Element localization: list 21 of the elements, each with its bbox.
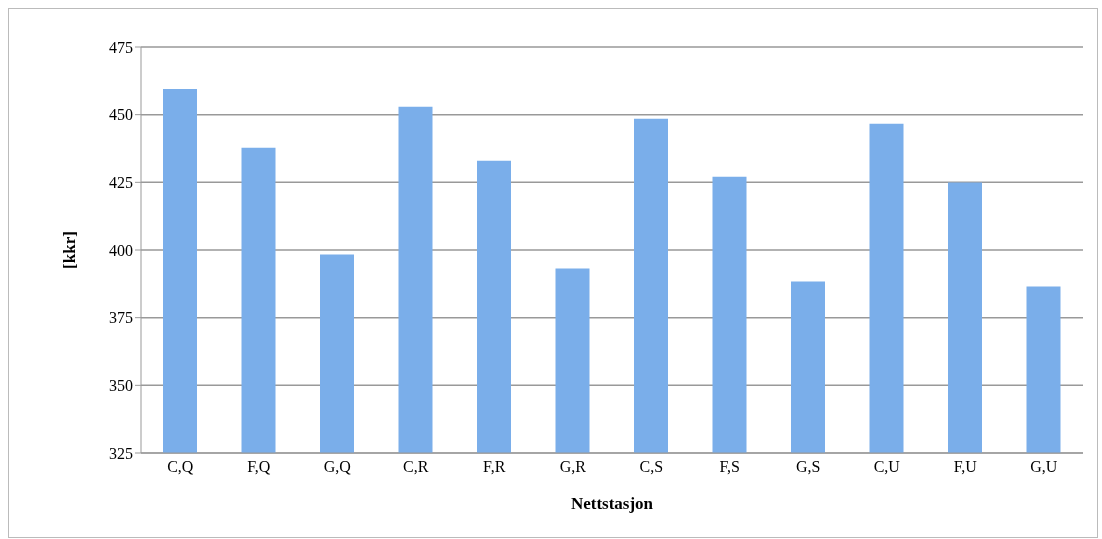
- x-tick-label: C,U: [873, 458, 901, 476]
- x-tick-label: C,S: [639, 458, 664, 476]
- y-tick-label: 375: [109, 309, 133, 327]
- x-tick-label: G,Q: [323, 458, 352, 476]
- x-tick-label: G,R: [559, 458, 587, 476]
- x-tick-label: C,R: [403, 458, 429, 476]
- x-tick-label: F,Q: [247, 458, 271, 476]
- y-tick-label: 400: [109, 241, 133, 259]
- y-tick-label: 350: [109, 377, 133, 395]
- y-tick-label: 475: [109, 38, 133, 56]
- x-tick-label: F,S: [719, 458, 741, 476]
- y-axis-title: [kkr]: [60, 231, 80, 269]
- x-tick-label: F,R: [483, 458, 506, 476]
- x-tick-label: G,U: [1030, 458, 1058, 476]
- y-tick-label: 450: [109, 106, 133, 124]
- y-tick-label: 325: [109, 444, 133, 462]
- x-axis-title: Nettstasjon: [570, 494, 654, 514]
- y-tick-label: 425: [109, 174, 133, 192]
- x-tick-label: G,S: [796, 458, 821, 476]
- x-tick-label: F,U: [953, 458, 978, 476]
- x-tick-label: C,Q: [167, 458, 194, 476]
